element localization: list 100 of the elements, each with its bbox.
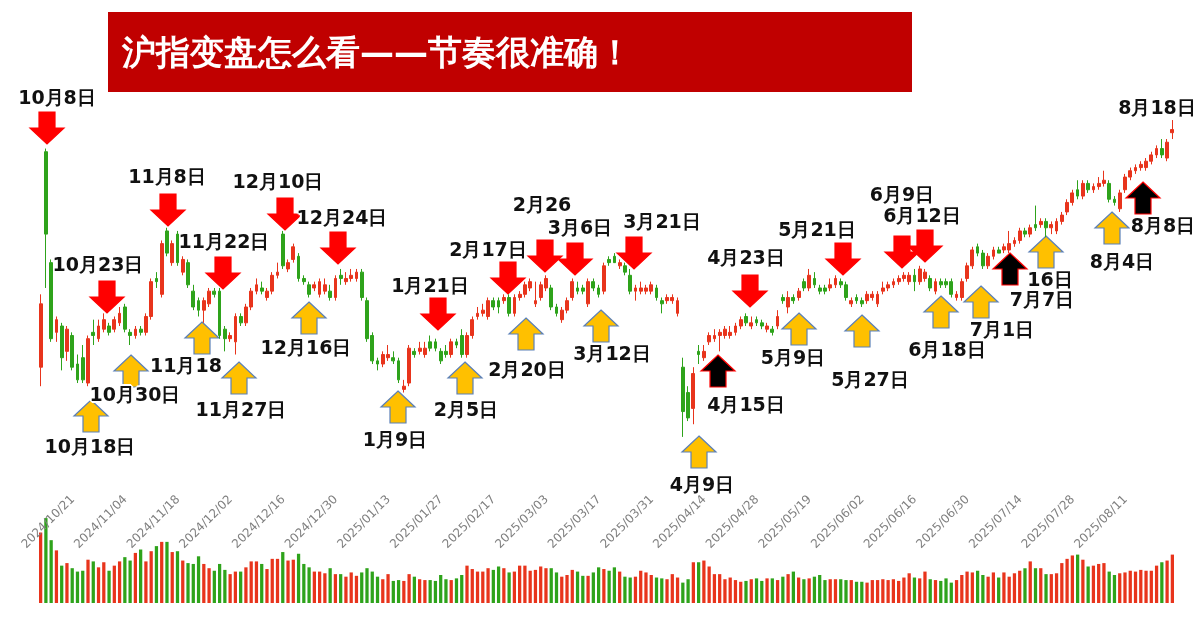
candlestick — [328, 284, 332, 302]
bar — [591, 572, 595, 603]
bar — [628, 577, 632, 603]
candlestick — [955, 290, 958, 302]
candlestick — [549, 284, 553, 311]
bar — [670, 574, 674, 603]
bar — [465, 565, 469, 603]
bar — [54, 550, 59, 603]
bar — [1139, 569, 1143, 603]
candlestick — [1118, 189, 1122, 213]
candlestick — [802, 277, 806, 292]
bar — [854, 581, 859, 603]
candlestick — [460, 328, 464, 359]
candlestick — [934, 277, 937, 295]
bar — [775, 580, 780, 603]
candlestick — [139, 325, 143, 337]
bar — [507, 572, 511, 603]
bar — [86, 559, 90, 603]
bar — [1091, 565, 1096, 603]
bar — [607, 570, 611, 603]
bar — [954, 580, 959, 603]
bar — [654, 577, 659, 603]
bar — [1070, 555, 1074, 603]
candlestick — [1081, 179, 1085, 200]
candlestick — [39, 293, 43, 387]
candlestick — [407, 344, 411, 387]
bar — [233, 571, 238, 603]
bar — [944, 578, 948, 603]
candlestick — [1023, 227, 1027, 238]
bar — [523, 565, 527, 603]
bar — [512, 571, 517, 603]
candlestick — [755, 316, 758, 327]
bar — [270, 558, 274, 603]
candlestick — [160, 239, 164, 298]
bar — [1075, 554, 1080, 603]
bar — [1165, 560, 1169, 603]
annotation: 7月7日 — [1009, 288, 1075, 312]
bar — [281, 552, 285, 603]
annotation: 16日 — [1027, 267, 1073, 291]
candlestick — [765, 322, 769, 333]
candlestick — [613, 252, 616, 264]
bar — [339, 574, 343, 603]
candlestick — [307, 281, 311, 298]
bar — [791, 571, 795, 603]
candlestick — [391, 350, 395, 365]
candlestick — [60, 322, 64, 371]
candlestick — [191, 284, 195, 311]
candlestick — [181, 255, 185, 276]
candlestick — [218, 287, 221, 340]
candlestick — [834, 274, 837, 289]
candlestick — [491, 296, 495, 311]
bar — [618, 571, 622, 603]
bar — [533, 569, 538, 603]
candlestick — [234, 312, 237, 356]
candlestick — [228, 331, 232, 343]
candlestick — [1092, 182, 1095, 194]
bar — [733, 580, 738, 603]
annotation: 2月5日 — [433, 397, 499, 422]
candlestick — [892, 277, 895, 289]
bar — [60, 565, 64, 603]
bar — [554, 572, 559, 603]
bar — [686, 579, 690, 603]
bar — [560, 576, 564, 603]
bar — [275, 558, 280, 603]
candlestick — [618, 258, 622, 270]
bar — [312, 571, 316, 603]
candlestick — [260, 281, 264, 295]
bar — [170, 552, 174, 603]
bar — [986, 576, 990, 603]
bar — [386, 574, 390, 603]
bar — [412, 576, 416, 603]
candlestick — [776, 309, 779, 330]
candlestick — [428, 335, 432, 352]
candlestick — [591, 277, 595, 292]
bar — [181, 560, 185, 603]
bar — [128, 560, 132, 603]
bar — [265, 569, 269, 603]
bar — [244, 567, 248, 603]
annotation: 2月20日 — [488, 357, 566, 382]
bar — [718, 574, 722, 603]
bar — [1149, 570, 1153, 603]
bar — [423, 580, 427, 603]
bar — [675, 577, 680, 603]
candlestick — [660, 296, 664, 314]
candlestick — [402, 379, 406, 394]
bar — [360, 572, 364, 603]
bar — [228, 574, 232, 603]
bar — [239, 571, 243, 603]
bar — [681, 582, 685, 603]
candlestick — [734, 322, 737, 337]
candlestick — [634, 284, 637, 302]
candlestick — [323, 277, 327, 295]
candlestick — [165, 227, 169, 257]
bar — [991, 572, 996, 603]
bar — [460, 574, 464, 603]
candlestick — [807, 268, 811, 292]
candlestick — [239, 312, 243, 327]
candlestick — [123, 303, 127, 333]
annotation: 8月4日 — [1089, 249, 1155, 274]
bar — [828, 579, 832, 603]
